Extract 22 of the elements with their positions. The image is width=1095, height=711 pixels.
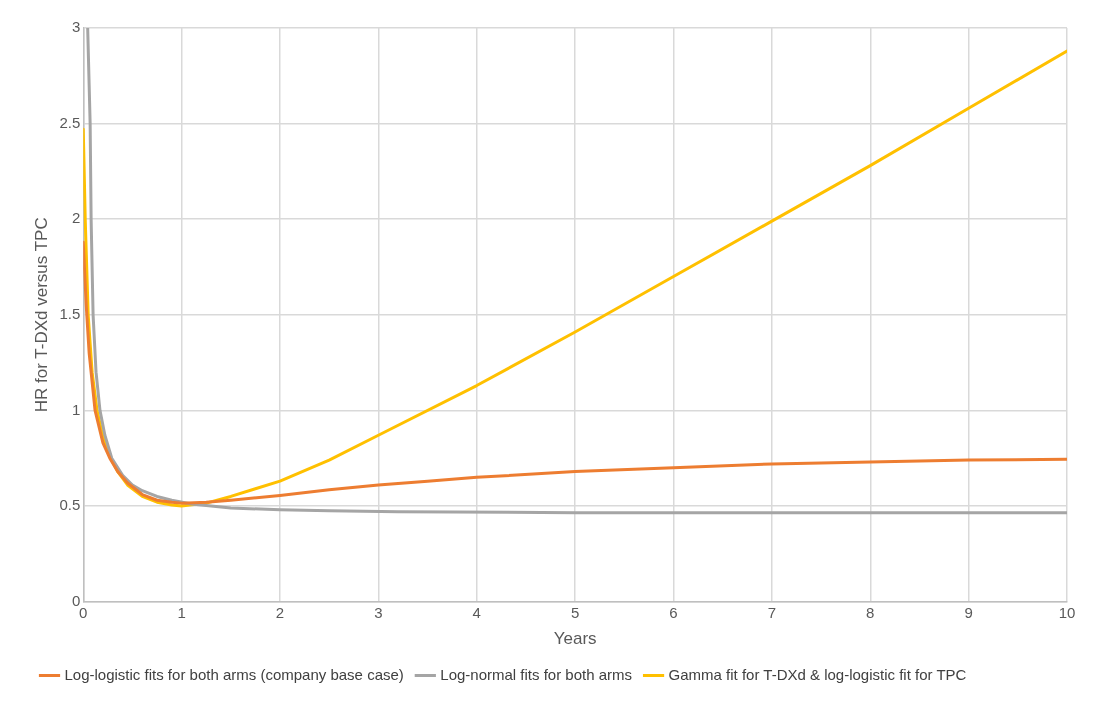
x-tick-label: 2 [275,603,285,621]
y-tick-label: 1 [71,400,81,418]
x-tick-label: 1 [177,603,186,621]
y-tick-label: 2 [71,209,81,227]
y-tick-label: 2.5 [59,113,81,131]
y-tick-label: 1.5 [59,304,81,322]
legend-label: Log-logistic fits for both arms (company base case) [64,665,404,683]
y-axis-title: HR for T-DXd versus TPC [31,217,51,413]
x-tick-label: 4 [472,603,481,621]
legend-label: Gamma fit for T-DXd & log-logistic fit for TPC [668,665,967,683]
x-tick-label: 5 [570,603,580,621]
x-tick-label: 10 [1058,603,1076,621]
x-tick-label: 7 [767,603,777,621]
y-tick-label: 0.5 [59,496,81,514]
x-tick-label: 9 [964,603,973,621]
x-tick-label: 6 [669,603,678,621]
y-tick-label: 3 [71,18,81,36]
x-tick-label: 3 [374,603,383,621]
x-axis-title: Years [553,629,597,649]
y-tick-label: 0 [71,591,81,609]
legend-label: Log-normal fits for both arms [440,665,633,683]
x-tick-label: 8 [866,603,875,621]
